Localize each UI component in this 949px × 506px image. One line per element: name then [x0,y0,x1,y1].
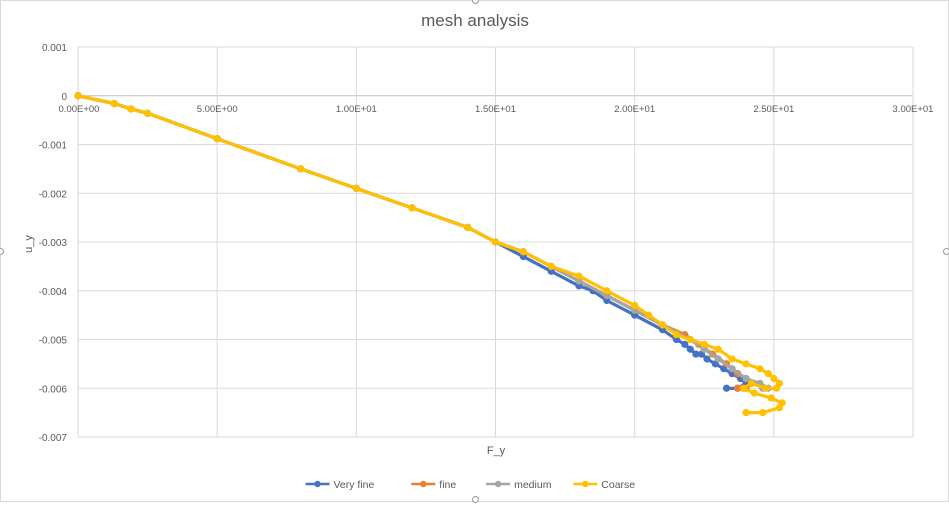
series-line [76,94,784,415]
y-tick-label: -0.002 [39,189,68,200]
data-point[interactable] [739,384,747,392]
data-point[interactable] [759,409,767,417]
resize-handle-right[interactable] [943,248,949,255]
legend-item-coarse[interactable]: Coarse [573,479,635,491]
data-point[interactable] [742,374,750,383]
data-point[interactable] [773,384,781,392]
data-point[interactable] [491,238,500,246]
legend-item-very-fine[interactable]: Very fine [305,479,375,491]
data-point[interactable] [297,165,305,173]
legend-label: Coarse [601,479,635,491]
data-point[interactable] [742,360,750,368]
data-point[interactable] [700,340,708,348]
data-point[interactable] [742,409,750,417]
legend-swatch-marker [314,480,321,488]
data-point[interactable] [714,355,722,363]
data-point[interactable] [761,384,770,392]
x-tick-label: 3.00E+01 [893,104,934,115]
legend-swatch-marker [420,480,427,488]
legend[interactable]: Very fine fine medium Coarse [305,479,636,491]
data-point[interactable] [127,105,135,113]
y-tick-label: 0 [61,92,67,103]
resize-handle-left[interactable] [0,248,4,255]
data-point[interactable] [408,204,416,212]
data-point[interactable] [714,345,722,353]
data-point[interactable] [692,350,700,358]
data-point[interactable] [750,389,758,397]
data-point[interactable] [464,223,472,231]
data-point[interactable] [519,248,527,256]
x-axis-label: F_y [487,445,506,457]
x-tick-label: 2.50E+01 [753,104,794,115]
x-tick-label: 1.50E+01 [475,104,516,115]
legend-swatch-marker [582,480,589,488]
data-point[interactable] [213,135,221,143]
x-tick-label: 0.00E+00 [59,104,100,115]
data-point[interactable] [686,345,694,353]
data-point[interactable] [703,355,711,363]
data-point[interactable] [756,365,764,373]
legend-swatch-marker [494,480,502,488]
data-point[interactable] [764,370,772,378]
y-tick-label: -0.006 [39,384,68,395]
data-point[interactable] [728,355,736,363]
y-tick-label: -0.001 [39,141,68,152]
data-point[interactable] [728,365,736,373]
data-point[interactable] [681,340,689,348]
data-point[interactable] [110,99,118,108]
legend-item-medium[interactable]: medium [486,479,552,491]
x-tick-label: 1.00E+01 [336,104,377,115]
y-tick-labels: 0.001 0 -0.001 -0.002 -0.003 -0.004 -0.005 -0.0… [39,43,68,444]
resize-handle-top[interactable] [472,0,479,4]
data-point[interactable] [770,374,778,383]
x-tick-label: 2.00E+01 [614,104,655,115]
legend-label: medium [514,479,552,491]
legend-label: Very fine [334,479,375,491]
x-tick-label: 5.00E+00 [197,104,238,115]
data-point[interactable] [658,321,667,329]
data-point[interactable] [603,287,611,295]
data-point[interactable] [644,311,653,319]
y-tick-label: -0.004 [39,287,68,298]
data-point[interactable] [734,384,742,392]
series-layer [74,92,786,417]
series-coarse[interactable] [74,92,786,417]
data-point[interactable] [775,404,784,412]
data-point[interactable] [575,272,583,280]
data-point[interactable] [547,262,555,270]
data-point[interactable] [352,184,360,192]
y-tick-label: 0.001 [42,43,67,54]
y-axis-label: u_y [23,235,35,253]
data-point[interactable] [747,379,756,387]
data-point[interactable] [631,301,639,309]
data-point[interactable] [767,394,775,402]
x-tick-labels: 0.00E+00 5.00E+00 1.00E+01 1.50E+01 2.00E+01… [59,104,934,115]
legend-item-fine[interactable]: fine [411,479,456,491]
y-tick-label: -0.005 [39,336,68,347]
y-tick-label: -0.007 [39,433,68,444]
data-point[interactable] [672,331,681,339]
data-point[interactable] [74,92,82,100]
data-point[interactable] [686,335,694,344]
chart-title: mesh analysis [421,11,529,30]
y-tick-label: -0.003 [39,238,68,249]
legend-label: fine [439,479,456,491]
data-point[interactable] [722,384,731,392]
data-point[interactable] [143,109,152,117]
